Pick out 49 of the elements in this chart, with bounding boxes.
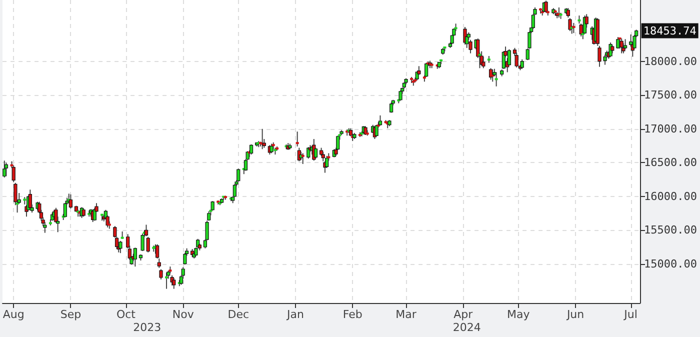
x-tick-label: Apr xyxy=(454,308,474,321)
candlestick xyxy=(4,162,8,177)
y-tick-label: 17000.00 xyxy=(644,122,698,136)
x-tick-label: Nov xyxy=(172,308,194,321)
candlestick xyxy=(424,62,428,78)
text: 2023 xyxy=(133,321,162,334)
annotation: 18453.74 xyxy=(643,24,697,38)
x-tick-label: Jun xyxy=(566,308,584,321)
y-tick-label: 15500.00 xyxy=(644,224,698,237)
text: 2024 xyxy=(452,321,481,334)
candlestick xyxy=(68,194,73,210)
y-tick-label: 15000.00 xyxy=(644,257,698,270)
candlestick xyxy=(494,72,498,87)
candlestick xyxy=(325,155,329,169)
candlestick xyxy=(623,38,628,50)
candlestick xyxy=(544,0,548,14)
candlestick xyxy=(520,58,524,70)
x-tick-label: Oct xyxy=(116,308,136,321)
x-tick-label: Feb xyxy=(342,308,362,321)
x-tick-label: Aug xyxy=(2,308,24,321)
candlestick xyxy=(296,131,299,147)
candlestick xyxy=(374,124,378,137)
candlestick xyxy=(514,52,518,68)
x-tick-label: May xyxy=(507,308,530,321)
candlestick xyxy=(12,164,16,183)
y-tick-label: 16500.00 xyxy=(644,156,698,170)
y-tick-label: 18000.00 xyxy=(644,54,698,68)
candlestick xyxy=(183,252,187,266)
candlestick xyxy=(398,90,402,102)
y-tick-label: 17500.00 xyxy=(644,88,698,102)
candlestick xyxy=(172,278,176,290)
candlestick xyxy=(314,147,318,160)
candlestick xyxy=(270,143,274,154)
candlestick xyxy=(618,37,622,50)
y-tick-label: 16000.00 xyxy=(644,190,698,203)
x-tick-label: Dec xyxy=(228,308,250,321)
candlestick xyxy=(622,42,626,54)
candlestick xyxy=(28,189,32,208)
x-tick-label: Sep xyxy=(60,308,82,321)
x-tick-label: Jul xyxy=(623,308,638,321)
candlestick xyxy=(140,232,144,252)
candlestick xyxy=(165,272,168,290)
candlestick xyxy=(159,268,163,280)
candlestick xyxy=(210,200,214,212)
candlestick xyxy=(378,114,382,126)
candlestick xyxy=(236,168,240,182)
candlestick xyxy=(301,152,304,164)
x-tick-label: Mar xyxy=(396,308,417,321)
x-tick-label: Jan xyxy=(286,308,304,321)
